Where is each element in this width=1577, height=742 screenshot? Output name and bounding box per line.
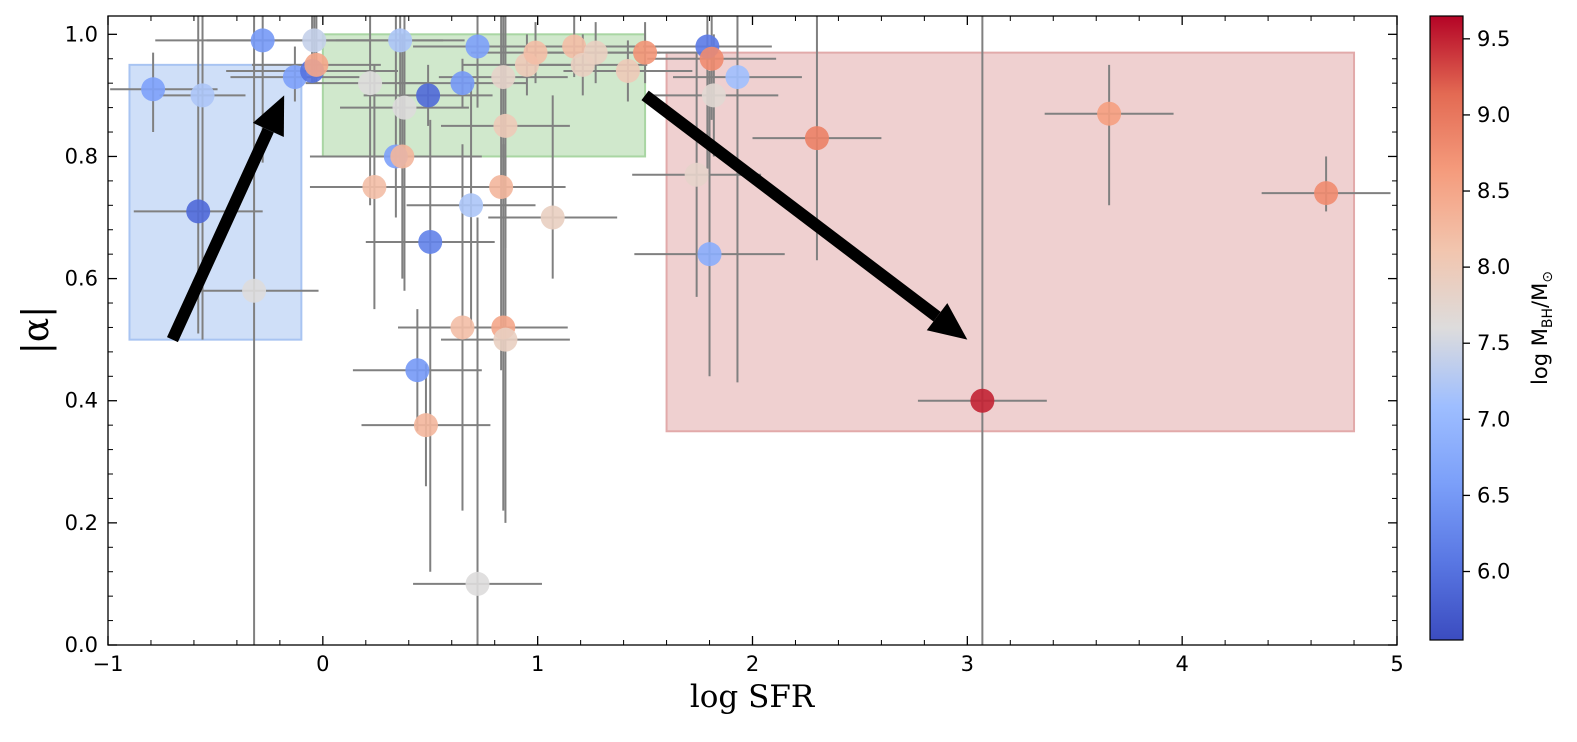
x-tick-label: 0 — [316, 652, 329, 676]
data-point-26 — [489, 174, 514, 199]
data-point-44 — [970, 388, 995, 413]
data-point-13 — [388, 28, 413, 53]
colorbar-tick-label: 7.5 — [1477, 331, 1510, 355]
data-point-43 — [804, 126, 829, 151]
data-point-35 — [615, 58, 640, 83]
colorbar-label-tail: /M — [1528, 283, 1552, 308]
x-tick-label: 3 — [961, 652, 974, 676]
data-point-23 — [465, 571, 490, 596]
down-arrow-shaft — [641, 90, 941, 322]
colorbar-tick-label: 6.0 — [1477, 560, 1510, 584]
y-tick-label: 1.0 — [65, 22, 98, 46]
data-point-1 — [190, 83, 215, 108]
colorbar-tick-label: 7.0 — [1477, 407, 1510, 431]
colorbar-label-sun: ⊙ — [1540, 271, 1556, 283]
data-point-34 — [583, 40, 608, 65]
colorbar-label-sub: BH — [1540, 308, 1556, 328]
colorbar — [1429, 15, 1464, 641]
x-tick-label: 4 — [1175, 652, 1188, 676]
data-point-3 — [250, 28, 275, 53]
data-point-16 — [413, 413, 438, 438]
data-point-9 — [358, 71, 383, 96]
colorbar-tick-label: 6.5 — [1477, 483, 1510, 507]
data-point-42 — [725, 65, 750, 90]
colorbar-tick-label: 9.5 — [1477, 27, 1510, 51]
colorbar-label-main: log M — [1528, 328, 1552, 385]
data-point-25 — [493, 113, 518, 138]
colorbar-label: log MBH/M⊙ — [1528, 271, 1556, 385]
data-point-31 — [540, 205, 565, 230]
data-point-10 — [362, 174, 387, 199]
colorbar-tick-label: 8.0 — [1477, 255, 1510, 279]
data-point-19 — [450, 71, 475, 96]
data-point-12 — [390, 144, 415, 169]
data-point-14 — [392, 95, 417, 120]
data-point-2 — [186, 199, 211, 224]
colorbar-tick-label: 8.5 — [1477, 179, 1510, 203]
points-layer — [141, 28, 1339, 596]
red-region — [665, 51, 1356, 433]
y-tick-label: 0.0 — [65, 633, 98, 657]
colorbar-tick-label: 9.0 — [1477, 103, 1510, 127]
x-tick-label: −1 — [93, 652, 124, 676]
data-point-15 — [405, 358, 430, 383]
data-point-8 — [304, 52, 329, 77]
data-point-40 — [701, 83, 726, 108]
data-point-21 — [459, 193, 484, 218]
data-point-0 — [141, 77, 166, 102]
data-point-20 — [450, 315, 475, 340]
data-point-36 — [633, 40, 658, 65]
up-arrow-shaft — [166, 127, 274, 343]
data-point-32 — [562, 34, 587, 59]
data-point-39 — [699, 46, 724, 71]
colorbar-ticks: 6.0 6.5 7.0 7.5 8.0 8.5 9.0 9.5 — [1463, 27, 1510, 584]
x-tick-label: 5 — [1390, 652, 1403, 676]
y-tick-label: 0.6 — [65, 267, 98, 291]
regions-layer — [128, 33, 1356, 433]
x-axis-label: log SFR — [690, 679, 816, 715]
data-point-46 — [1314, 181, 1339, 206]
x-tick-label: 1 — [531, 652, 544, 676]
up-arrow-head — [252, 95, 285, 138]
data-point-6 — [302, 28, 327, 53]
y-tick-label: 0.2 — [65, 511, 98, 535]
data-point-4 — [242, 278, 267, 303]
arrows-layer — [166, 90, 968, 343]
data-point-18 — [418, 229, 443, 254]
down-arrow-head — [926, 303, 968, 340]
data-point-45 — [1097, 101, 1122, 126]
data-point-17 — [416, 83, 441, 108]
data-point-22 — [465, 34, 490, 59]
x-tick-label: 2 — [746, 652, 759, 676]
y-axis-label: |α| — [16, 306, 57, 355]
data-point-28 — [493, 327, 518, 352]
data-point-24 — [491, 65, 516, 90]
data-point-37 — [684, 162, 709, 187]
y-tick-label: 0.8 — [65, 144, 98, 168]
y-tick-label: 0.4 — [65, 389, 98, 413]
data-point-41 — [697, 242, 722, 267]
data-point-30 — [523, 40, 548, 65]
ticks-layer: −1 0 1 2 3 4 5 0.0 0.2 0.4 0.6 0.8 1.0 — [65, 16, 1404, 676]
